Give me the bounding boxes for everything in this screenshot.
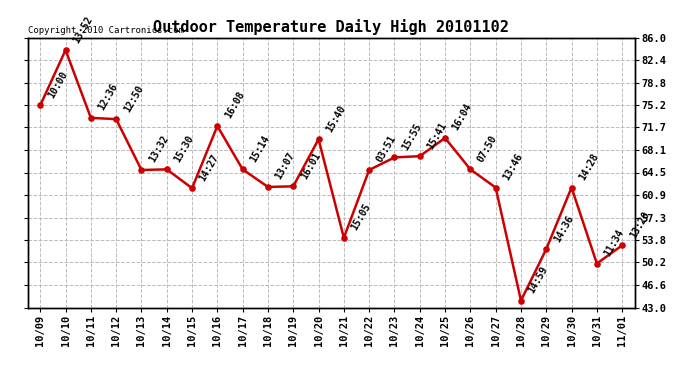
- Text: 12:50: 12:50: [121, 83, 145, 114]
- Text: 13:32: 13:32: [147, 134, 170, 164]
- Text: 13:20: 13:20: [628, 209, 651, 240]
- Point: [110, 116, 121, 122]
- Point: [414, 153, 425, 159]
- Text: 14:36: 14:36: [552, 213, 575, 243]
- Point: [262, 184, 273, 190]
- Text: 16:08: 16:08: [223, 90, 246, 120]
- Text: 14:28: 14:28: [577, 152, 600, 182]
- Text: Copyright 2010 Cartronics.com: Copyright 2010 Cartronics.com: [28, 26, 184, 35]
- Text: 15:55: 15:55: [400, 122, 424, 152]
- Point: [313, 136, 324, 142]
- Point: [541, 246, 552, 252]
- Text: 16:04: 16:04: [451, 102, 474, 132]
- Point: [86, 115, 97, 121]
- Point: [617, 242, 628, 248]
- Text: 11:34: 11:34: [602, 228, 626, 258]
- Text: 12:36: 12:36: [97, 82, 120, 112]
- Point: [288, 183, 299, 189]
- Text: 16:01: 16:01: [299, 150, 322, 181]
- Point: [237, 166, 248, 172]
- Point: [212, 123, 223, 129]
- Point: [440, 135, 451, 141]
- Point: [515, 298, 526, 304]
- Text: 15:05: 15:05: [349, 202, 373, 232]
- Point: [465, 166, 476, 172]
- Text: 15:30: 15:30: [172, 134, 196, 164]
- Point: [591, 261, 602, 267]
- Text: 10:00: 10:00: [46, 69, 69, 100]
- Text: 03:51: 03:51: [375, 134, 398, 164]
- Text: 13:07: 13:07: [273, 151, 297, 182]
- Text: 14:59: 14:59: [526, 265, 550, 295]
- Text: 14:27: 14:27: [197, 152, 221, 183]
- Title: Outdoor Temperature Daily High 20101102: Outdoor Temperature Daily High 20101102: [153, 19, 509, 35]
- Text: 13:52: 13:52: [71, 14, 95, 45]
- Text: 15:14: 15:14: [248, 134, 272, 164]
- Text: 13:46: 13:46: [501, 152, 524, 182]
- Point: [566, 184, 577, 190]
- Point: [490, 184, 501, 190]
- Point: [389, 154, 400, 160]
- Text: 07:50: 07:50: [476, 134, 500, 164]
- Point: [161, 166, 172, 172]
- Text: 15:40: 15:40: [324, 103, 348, 134]
- Point: [34, 102, 46, 108]
- Point: [364, 167, 375, 173]
- Point: [186, 185, 197, 191]
- Point: [338, 235, 349, 241]
- Text: 15:41: 15:41: [425, 120, 449, 151]
- Point: [136, 167, 147, 173]
- Point: [60, 47, 71, 53]
